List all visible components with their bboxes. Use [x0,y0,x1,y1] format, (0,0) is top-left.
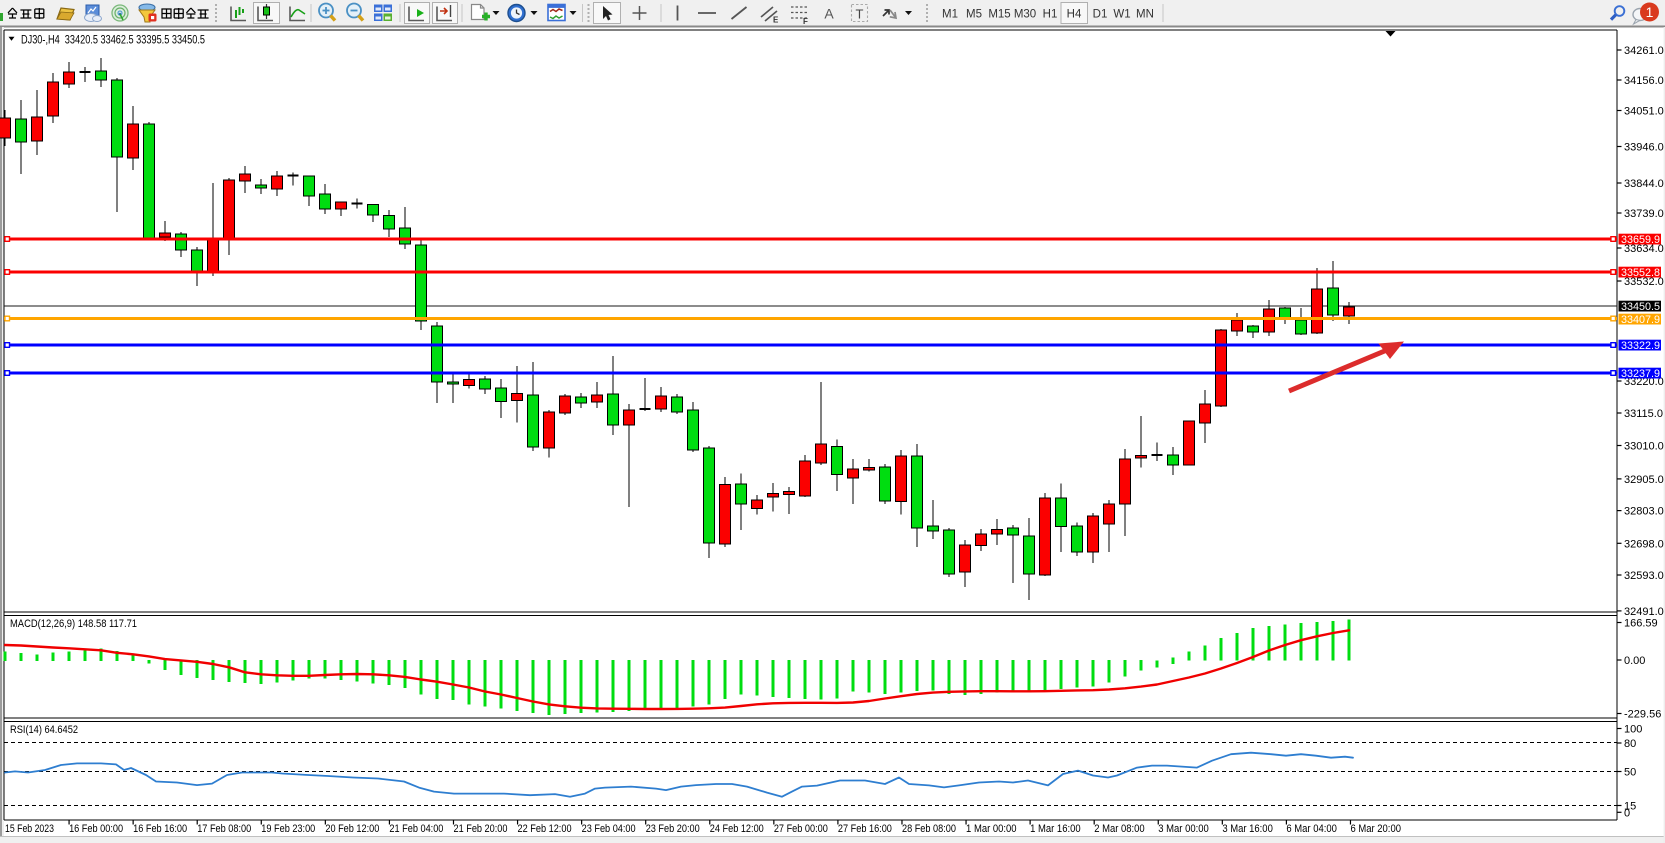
svg-text:22 Feb 12:00: 22 Feb 12:00 [518,823,572,835]
svg-text:H4: H4 [1067,9,1082,21]
svg-text:33946.0: 33946.0 [1624,142,1664,154]
svg-text:A: A [824,6,834,22]
svg-text:80: 80 [1624,738,1636,750]
svg-text:3 Mar 16:00: 3 Mar 16:00 [1222,823,1273,835]
svg-text:33450.5: 33450.5 [1621,301,1660,313]
svg-text:24 Feb 12:00: 24 Feb 12:00 [710,823,764,835]
svg-text:32491.0: 32491.0 [1624,606,1664,618]
svg-text:32593.0: 32593.0 [1624,570,1664,582]
svg-text:33844.0: 33844.0 [1624,178,1664,190]
svg-text:W1: W1 [1113,9,1130,21]
svg-text:27 Feb 00:00: 27 Feb 00:00 [774,823,828,835]
svg-text:50: 50 [1624,767,1636,779]
svg-text:-229.56: -229.56 [1624,709,1661,721]
svg-text:21 Feb 20:00: 21 Feb 20:00 [453,823,507,835]
svg-text:33115.0: 33115.0 [1624,408,1663,420]
svg-text:15: 15 [1624,801,1636,813]
svg-text:33659.9: 33659.9 [1621,234,1660,246]
svg-text:RSI(14) 64.6452: RSI(14) 64.6452 [10,724,78,736]
svg-text:32698.0: 32698.0 [1624,538,1664,550]
svg-text:MACD(12,26,9) 148.58 117.71: MACD(12,26,9) 148.58 117.71 [10,618,137,630]
svg-text:33634.0: 33634.0 [1624,243,1664,255]
svg-text:100: 100 [1624,724,1642,736]
svg-text:M30: M30 [1014,9,1036,21]
svg-text:28 Feb 08:00: 28 Feb 08:00 [902,823,956,835]
svg-text:H1: H1 [1043,9,1058,21]
svg-text:33407.9: 33407.9 [1621,314,1660,326]
svg-text:34051.0: 34051.0 [1624,106,1664,118]
svg-text:33322.9: 33322.9 [1621,340,1660,352]
svg-text:0: 0 [1624,807,1630,819]
svg-text:21 Feb 04:00: 21 Feb 04:00 [389,823,443,835]
svg-text:1 Mar 00:00: 1 Mar 00:00 [966,823,1017,835]
svg-text:D1: D1 [1093,9,1108,21]
svg-text:16 Feb 00:00: 16 Feb 00:00 [69,823,123,835]
svg-text:33010.0: 33010.0 [1624,441,1664,453]
svg-text:33237.9: 33237.9 [1621,368,1660,380]
svg-text:6 Mar 04:00: 6 Mar 04:00 [1286,823,1337,835]
svg-text:1: 1 [1646,4,1654,20]
svg-text:166.59: 166.59 [1624,618,1658,630]
svg-text:M1: M1 [942,9,958,21]
svg-text:E: E [773,16,779,25]
svg-text:M5: M5 [966,9,982,21]
svg-text:15 Feb 2023: 15 Feb 2023 [5,823,54,835]
svg-text:33739.0: 33739.0 [1624,208,1664,220]
svg-text:34156.0: 34156.0 [1624,75,1664,87]
svg-text:19 Feb 23:00: 19 Feb 23:00 [261,823,315,835]
svg-text:17 Feb 08:00: 17 Feb 08:00 [197,823,251,835]
svg-text:6 Mar 20:00: 6 Mar 20:00 [1350,823,1401,835]
svg-text:33532.0: 33532.0 [1624,276,1664,288]
svg-text:DJ30-,H4 33420.5 33462.5 3339: DJ30-,H4 33420.5 33462.5 33395.5 33450.5 [21,35,205,47]
svg-text:20 Feb 12:00: 20 Feb 12:00 [325,823,379,835]
svg-text:2 Mar 08:00: 2 Mar 08:00 [1094,823,1145,835]
svg-text:0.00: 0.00 [1624,655,1645,667]
svg-text:32803.0: 32803.0 [1624,506,1664,518]
svg-text:23 Feb 20:00: 23 Feb 20:00 [646,823,700,835]
svg-text:1 Mar 16:00: 1 Mar 16:00 [1030,823,1081,835]
svg-text:33220.0: 33220.0 [1624,376,1664,388]
svg-text:MN: MN [1136,9,1154,21]
svg-text:27 Feb 16:00: 27 Feb 16:00 [838,823,892,835]
svg-text:T: T [856,7,864,22]
svg-text:16 Feb 16:00: 16 Feb 16:00 [133,823,187,835]
svg-text:3 Mar 00:00: 3 Mar 00:00 [1158,823,1209,835]
svg-text:34261.0: 34261.0 [1624,45,1664,57]
svg-text:M15: M15 [988,9,1010,21]
svg-text:33552.8: 33552.8 [1621,267,1660,279]
svg-text:F: F [803,17,808,26]
svg-text:23 Feb 04:00: 23 Feb 04:00 [582,823,636,835]
svg-text:32905.0: 32905.0 [1624,474,1664,486]
